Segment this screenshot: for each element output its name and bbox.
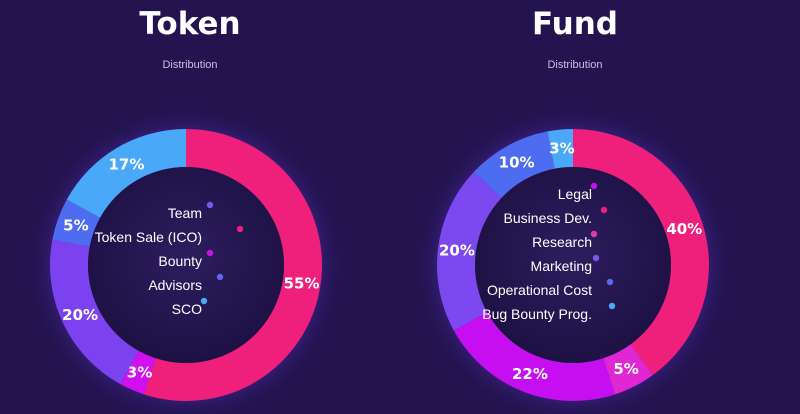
token-legend-label-2: Bounty: [158, 253, 202, 269]
token-slice-label-2: 20%: [62, 306, 98, 324]
fund-legend-dot-4: [606, 278, 614, 286]
token-legend-dot-2: [206, 249, 214, 257]
fund-slice-2: [453, 312, 616, 401]
fund-legend-label-0: Legal: [558, 186, 592, 202]
token-slice-label-4: 17%: [108, 155, 144, 173]
token-slice-0: [143, 129, 323, 401]
token-legend-dot-1: [236, 225, 244, 233]
token-title: Token: [139, 6, 241, 42]
fund-legend-label-3: Marketing: [531, 258, 592, 274]
token-slice-4: [66, 129, 186, 218]
token-legend-dot-3: [216, 273, 224, 281]
fund-legend-dot-2: [590, 230, 598, 238]
token-legend-label-1: Token Sale (ICO): [95, 229, 202, 245]
fund-slice-label-2: 22%: [512, 365, 548, 383]
token-slice-label-0: 55%: [284, 274, 320, 292]
fund-slice-3: [437, 171, 502, 331]
fund-panel: Fund Distribution 40% 5% 22% 20% 10% 3% Legal B…: [385, 0, 785, 414]
fund-subtitle: Distribution: [547, 59, 603, 71]
token-subtitle: Distribution: [162, 59, 218, 71]
fund-legend-label-5: Bug Bounty Prog.: [482, 306, 592, 322]
token-legend-label-0: Team: [168, 205, 202, 221]
fund-donut-chart: 40% 5% 22% 20% 10% 3% Legal Business Dev. Resear…: [437, 129, 709, 401]
fund-slice-label-0: 40%: [666, 220, 702, 238]
token-slice-label-1: 3%: [127, 363, 152, 381]
token-legend-label-3: Advisors: [148, 277, 202, 293]
token-slice-label-3: 5%: [63, 216, 88, 234]
token-legend-dot-0: [206, 201, 214, 209]
fund-slice-label-5: 3%: [549, 140, 574, 158]
fund-slice-4: [473, 131, 555, 198]
fund-slice-1: [603, 344, 653, 395]
fund-legend-dot-5: [608, 302, 616, 310]
token-donut-chart: 55% 3% 20% 5% 17% Team Token Sale (ICO) Bounty A…: [49, 129, 323, 401]
fund-legend-dot-3: [592, 254, 600, 262]
fund-slice-0: [573, 129, 709, 376]
token-legend-dot-4: [200, 297, 208, 305]
token-slice-2: [49, 239, 139, 385]
fund-legend-dot-0: [590, 182, 598, 190]
token-slice-3: [52, 199, 101, 247]
fund-legend-label-4: Operational Cost: [487, 282, 592, 298]
fund-title: Fund: [532, 6, 618, 42]
fund-slice-label-4: 10%: [499, 153, 535, 171]
fund-legend-label-2: Research: [532, 234, 592, 250]
fund-legend-label-1: Business Dev.: [504, 210, 592, 226]
fund-legend-dot-1: [600, 206, 608, 214]
token-slice-1: [120, 350, 156, 395]
fund-slice-label-1: 5%: [613, 360, 638, 378]
token-panel: Token Distribution 55% 3% 20% 5% 17% Team Toke…: [49, 6, 323, 401]
fund-slice-label-3: 20%: [439, 241, 475, 259]
token-legend-label-4: SCO: [172, 301, 202, 317]
fund-slice-5: [547, 129, 573, 169]
